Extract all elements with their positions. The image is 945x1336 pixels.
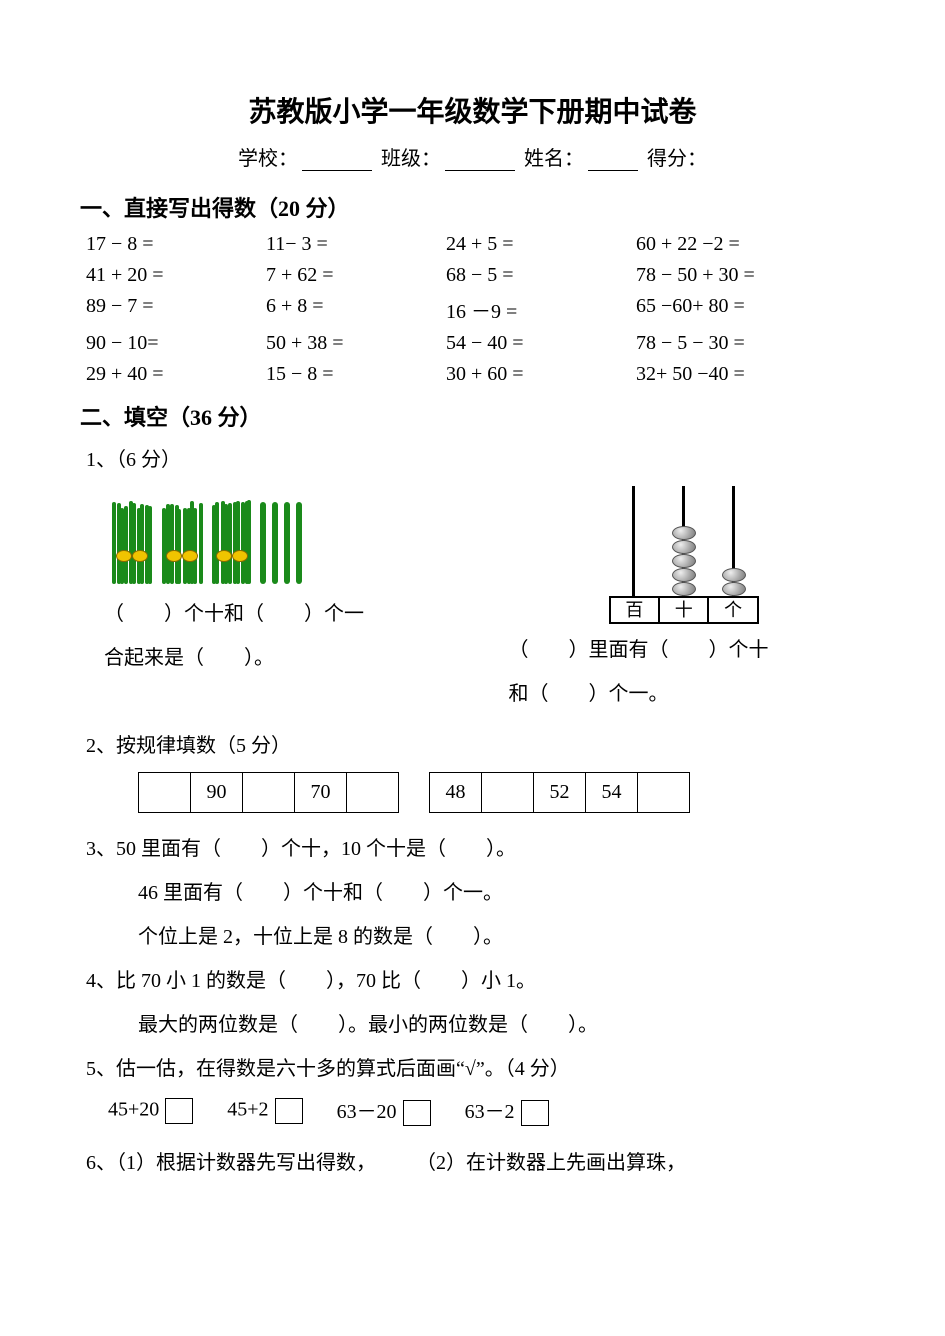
section2-heading: 二、填空（36 分）: [80, 400, 865, 432]
calc-cell: 11− 3 =: [266, 233, 446, 256]
school-label: 学校：: [238, 148, 298, 170]
seq-cell: 54: [586, 773, 638, 813]
seq-cell[interactable]: [482, 773, 534, 813]
calc-cell: 32+ 50 −40 =: [636, 363, 865, 386]
q1-right-line1: （ ）里面有（ ）个十: [503, 632, 866, 668]
seq-cell: 90: [191, 773, 243, 813]
calc-cell: 24 + 5 =: [446, 233, 636, 256]
q3-line2: 46 里面有（ ）个十和（ ）个一。: [80, 875, 865, 911]
calc-cell: 78 − 50 + 30 =: [636, 264, 865, 287]
q5-item: 63－20: [337, 1095, 431, 1126]
q2-tables: 90 70 48 5254: [138, 772, 865, 813]
q5-item: 63－2: [465, 1095, 549, 1126]
abacus-figure: 百十个: [609, 486, 759, 624]
calc-cell: 6 + 8 =: [266, 295, 446, 324]
q1-label: 1、（6 分）: [80, 442, 865, 478]
seq-cell[interactable]: [638, 773, 690, 813]
q1-left-line1: （ ）个十和（ ）个一: [80, 596, 443, 632]
q5-expr: 45+20: [108, 1098, 159, 1120]
calc-cell: 54 − 40 =: [446, 332, 636, 355]
seq-cell: 52: [534, 773, 586, 813]
calc-cell: 16 －9 =: [446, 295, 636, 324]
calc-cell: 78 − 5 − 30 =: [636, 332, 865, 355]
calc-cell: 60 + 22 −2 =: [636, 233, 865, 256]
q5-expr: 63－2: [465, 1101, 515, 1123]
q3-line3: 个位上是 2，十位上是 8 的数是（ ）。: [80, 919, 865, 955]
q6-part2: （2）在计数器上先画出算珠，: [416, 1146, 686, 1175]
calc-cell: 50 + 38 =: [266, 332, 446, 355]
q5-checkbox[interactable]: [165, 1098, 193, 1124]
q4-line1: 4、比 70 小 1 的数是（ ），70 比（ ）小 1。: [80, 963, 865, 999]
q5-checkbox[interactable]: [275, 1098, 303, 1124]
score-label: 得分：: [647, 148, 707, 170]
q5-checkbox[interactable]: [521, 1100, 549, 1126]
q5-expr: 63－20: [337, 1101, 397, 1123]
seq-cell: 70: [295, 773, 347, 813]
seq-table-a: 90 70: [138, 772, 399, 813]
calc-cell: 17 − 8 =: [86, 233, 266, 256]
calc-cell: 90 − 10=: [86, 332, 266, 355]
name-blank[interactable]: [588, 151, 638, 171]
calc-cell: 30 + 60 =: [446, 363, 636, 386]
name-label: 姓名：: [524, 148, 584, 170]
q5-expr: 45+2: [227, 1098, 268, 1120]
calc-grid: 17 − 8 = 11− 3 = 24 + 5 = 60 + 22 −2 = 4…: [80, 233, 865, 386]
calc-cell: 29 + 40 =: [86, 363, 266, 386]
q6-part1: 6、（1）根据计数器先写出得数，: [86, 1146, 376, 1175]
calc-cell: 65 −60+ 80 =: [636, 295, 865, 324]
q5-label: 5、估一估，在得数是六十多的算式后面画“√”。（4 分）: [80, 1051, 865, 1087]
page-title: 苏教版小学一年级数学下册期中试卷: [80, 90, 865, 130]
seq-cell: 48: [430, 773, 482, 813]
school-blank[interactable]: [302, 151, 372, 171]
calc-cell: 68 − 5 =: [446, 264, 636, 287]
calc-cell: 7 + 62 =: [266, 264, 446, 287]
q1-right-line2: 和（ ）个一。: [503, 676, 866, 712]
seq-cell[interactable]: [243, 773, 295, 813]
seq-table-b: 48 5254: [429, 772, 690, 813]
section1-heading: 一、直接写出得数（20 分）: [80, 191, 865, 223]
seq-cell[interactable]: [139, 773, 191, 813]
class-blank[interactable]: [445, 151, 515, 171]
q1-left-line2: 合起来是（ ）。: [80, 640, 443, 676]
q5-checkbox[interactable]: [403, 1100, 431, 1126]
info-line: 学校： 班级： 姓名： 得分：: [80, 142, 865, 171]
q5-item: 45+20: [108, 1098, 193, 1124]
q3-line1: 3、50 里面有（ ）个十，10 个十是（ ）。: [80, 831, 865, 867]
sticks-figure: [110, 494, 443, 584]
q5-item: 45+2: [227, 1098, 302, 1124]
calc-cell: 15 − 8 =: [266, 363, 446, 386]
q4-line2: 最大的两位数是（ ）。最小的两位数是（ ）。: [80, 1007, 865, 1043]
seq-cell[interactable]: [347, 773, 399, 813]
calc-cell: 41 + 20 =: [86, 264, 266, 287]
q2-label: 2、按规律填数（5 分）: [80, 728, 865, 764]
q5-row: 45+20 45+2 63－20 63－2: [108, 1095, 865, 1126]
class-label: 班级：: [381, 148, 441, 170]
calc-cell: 89 − 7 =: [86, 295, 266, 324]
